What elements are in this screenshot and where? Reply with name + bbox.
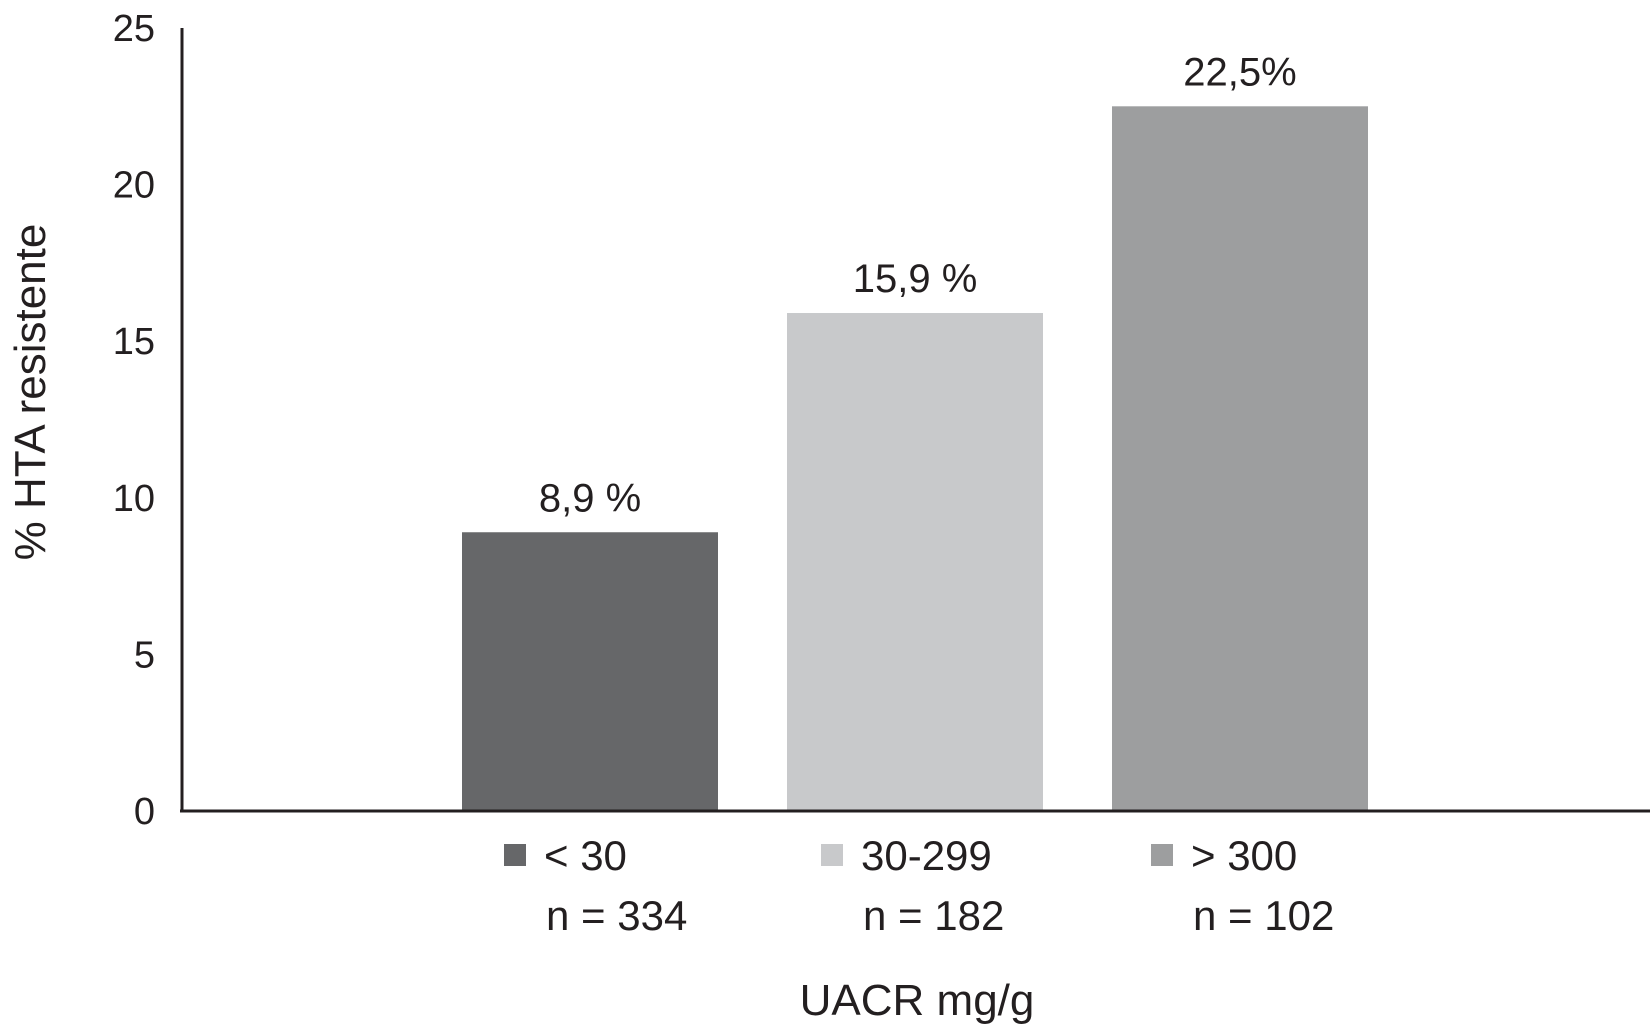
data-label: 8,9 % — [539, 476, 641, 520]
legend-swatch — [504, 844, 526, 866]
data-labels: 8,9 % 15,9 % 22,5% — [539, 50, 1297, 520]
bars — [462, 106, 1368, 812]
bar — [462, 532, 718, 811]
legend-n-label: n = 334 — [546, 892, 687, 939]
legend-n-label: n = 182 — [863, 892, 1004, 939]
y-axis-title: % HTA resistente — [6, 224, 55, 561]
legend-label: < 30 — [544, 832, 627, 879]
x-axis-title: UACR mg/g — [800, 976, 1035, 1025]
legend-swatch — [821, 844, 843, 866]
legend-label: 30-299 — [861, 832, 992, 879]
legend-swatch — [1151, 844, 1173, 866]
data-label: 22,5% — [1183, 50, 1296, 94]
legend-n-label: n = 102 — [1193, 892, 1334, 939]
y-tick-label: 25 — [113, 8, 155, 50]
legend: < 30 n = 334 30-299 n = 182 > 300 n = 102 — [504, 832, 1334, 939]
y-tick-label: 5 — [134, 634, 155, 676]
legend-label: > 300 — [1191, 832, 1297, 879]
y-tick-label: 15 — [113, 321, 155, 363]
y-axis-ticks: 0 5 10 15 20 25 — [113, 8, 155, 833]
y-tick-label: 10 — [113, 478, 155, 520]
y-tick-label: 20 — [113, 165, 155, 207]
data-label: 15,9 % — [853, 257, 978, 301]
bar — [1112, 106, 1368, 812]
bar — [787, 313, 1043, 811]
y-tick-label: 0 — [134, 791, 155, 833]
